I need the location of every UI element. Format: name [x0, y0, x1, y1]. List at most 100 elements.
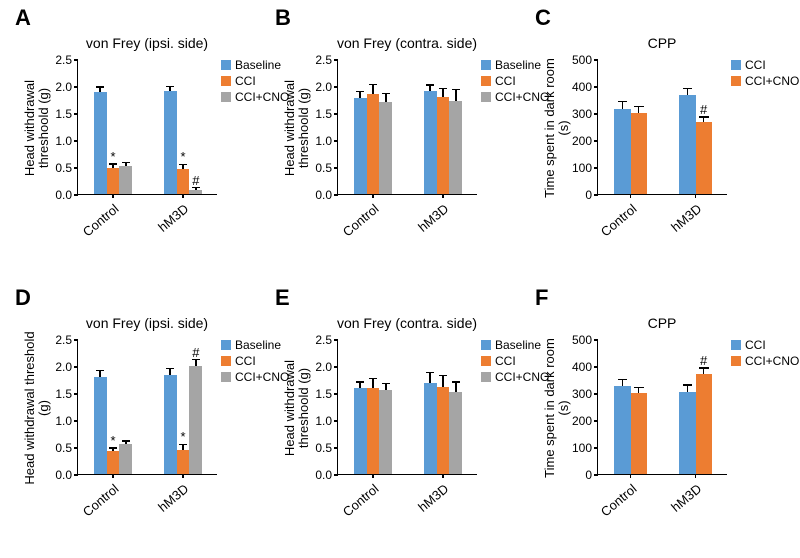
y-tick-label: 500 [572, 333, 598, 347]
x-tick [442, 474, 444, 478]
y-tick-label: 1.5 [315, 387, 338, 401]
error-cap [356, 91, 364, 93]
x-tick-label: hM3D [155, 481, 191, 515]
error-cap [96, 86, 104, 88]
plot-area: 0.00.51.01.52.02.5ControlhM3D [337, 60, 477, 195]
error-cap [683, 384, 693, 386]
y-tick-label: 0 [585, 468, 598, 482]
y-tick-label: 1.5 [55, 387, 78, 401]
legend-swatch [731, 60, 741, 70]
plot-area: 0.00.51.01.52.02.5ControlhM3D**# [77, 60, 217, 195]
chart-title: von Frey (contra. side) [337, 315, 477, 331]
error-cap [452, 89, 460, 91]
error-bar [99, 370, 101, 376]
significance-marker: # [700, 353, 707, 368]
y-axis-label: Time spent in dark room (s) [543, 330, 571, 485]
legend-item: CCI+CNO [731, 74, 799, 88]
x-tick [442, 194, 444, 198]
bar [449, 101, 462, 194]
error-bar [703, 117, 705, 122]
significance-marker: # [192, 345, 199, 360]
legend-swatch [221, 372, 231, 382]
error-bar [687, 89, 689, 96]
error-bar [687, 385, 689, 392]
plot-area: 0100200300400500ControlhM3D# [597, 340, 727, 475]
bar [354, 388, 367, 474]
bar [379, 102, 392, 194]
error-bar [442, 89, 444, 97]
legend-swatch [481, 76, 491, 86]
bar [119, 444, 132, 474]
bar [177, 169, 190, 194]
x-tick-label: Control [597, 481, 639, 519]
error-bar [182, 444, 184, 449]
figure: Avon Frey (ipsi. side) Head withdrawal th… [0, 0, 800, 558]
x-tick [112, 194, 114, 198]
x-tick [182, 474, 184, 478]
error-bar [638, 106, 640, 113]
y-tick-label: 2.5 [55, 53, 78, 67]
y-tick-label: 2.5 [315, 53, 338, 67]
x-tick-label: Control [340, 481, 382, 519]
y-tick-label: 200 [572, 134, 598, 148]
panel-label: A [15, 5, 31, 31]
chart-title: von Frey (ipsi. side) [86, 35, 208, 51]
x-tick [630, 474, 632, 478]
x-tick [182, 194, 184, 198]
bar [449, 392, 462, 474]
y-tick-label: 500 [572, 53, 598, 67]
panel-d: Dvon Frey (ipsi. side)Head withdrawal th… [15, 285, 265, 555]
legend-swatch [731, 356, 741, 366]
bar [107, 168, 120, 194]
error-bar [442, 376, 444, 387]
significance-marker: # [700, 102, 707, 117]
error-bar [622, 101, 624, 109]
error-cap [634, 387, 644, 389]
y-tick-label: 400 [572, 360, 598, 374]
legend-label: CCI [745, 338, 766, 352]
bar [631, 393, 647, 474]
bar [107, 451, 120, 474]
bar [367, 388, 380, 474]
bar [424, 383, 437, 474]
y-tick-label: 2.0 [315, 80, 338, 94]
error-cap [618, 101, 628, 103]
error-cap [439, 375, 447, 377]
y-tick-label: 1.5 [315, 107, 338, 121]
panel-c: CCPPTime spent in dark room (s)010020030… [535, 5, 785, 275]
x-tick-label: hM3D [415, 201, 451, 235]
error-cap [166, 86, 174, 88]
legend-swatch [481, 60, 491, 70]
x-tick-label: Control [80, 481, 122, 519]
x-tick-label: hM3D [668, 481, 704, 515]
bar [367, 94, 380, 194]
bar [189, 366, 202, 474]
error-bar [372, 378, 374, 387]
significance-marker: * [180, 429, 185, 444]
x-tick-label: hM3D [155, 201, 191, 235]
panel-label: E [275, 285, 290, 311]
bar [119, 166, 132, 194]
y-tick-label: 0.0 [315, 468, 338, 482]
legend-item: CCI+CNO [731, 354, 799, 368]
error-cap [634, 106, 644, 108]
bar [424, 91, 437, 194]
panel-label: D [15, 285, 31, 311]
error-cap [369, 84, 377, 86]
legend-label: CCI [745, 58, 766, 72]
legend-swatch [481, 356, 491, 366]
legend: CCI CCI+CNO [731, 58, 799, 90]
legend-swatch [731, 340, 741, 350]
x-tick [695, 194, 697, 198]
y-axis-label: Head withdrawal threshoold (g) [23, 50, 51, 205]
error-bar [455, 382, 457, 392]
legend-label: CCI+CNO [745, 74, 799, 88]
x-tick-label: Control [340, 201, 382, 239]
chart-title: CPP [648, 315, 677, 331]
x-tick [372, 194, 374, 198]
bar [614, 386, 630, 474]
y-tick-label: 0 [585, 188, 598, 202]
plot-area: 0.00.51.01.52.02.5ControlhM3D**# [77, 340, 217, 475]
y-tick-label: 2.0 [55, 80, 78, 94]
error-bar [385, 383, 387, 390]
